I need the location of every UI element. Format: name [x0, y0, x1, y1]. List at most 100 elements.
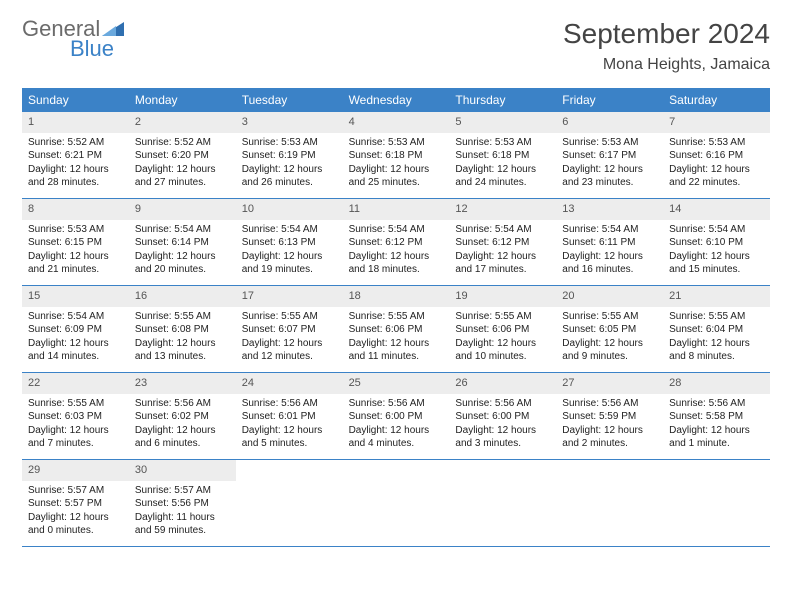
sunrise-line: Sunrise: 5:56 AM — [562, 397, 657, 411]
day-number: 29 — [22, 460, 129, 481]
day-number: 19 — [449, 286, 556, 307]
day-cell: 21Sunrise: 5:55 AMSunset: 6:04 PMDayligh… — [663, 286, 770, 372]
day-number: 20 — [556, 286, 663, 307]
week-row: 1Sunrise: 5:52 AMSunset: 6:21 PMDaylight… — [22, 112, 770, 199]
day-body: Sunrise: 5:54 AMSunset: 6:10 PMDaylight:… — [663, 220, 770, 283]
day-cell: 3Sunrise: 5:53 AMSunset: 6:19 PMDaylight… — [236, 112, 343, 198]
day-cell: 10Sunrise: 5:54 AMSunset: 6:13 PMDayligh… — [236, 199, 343, 285]
sunrise-line: Sunrise: 5:56 AM — [349, 397, 444, 411]
logo: General Blue — [22, 18, 124, 62]
day-cell: 7Sunrise: 5:53 AMSunset: 6:16 PMDaylight… — [663, 112, 770, 198]
day-cell: 27Sunrise: 5:56 AMSunset: 5:59 PMDayligh… — [556, 373, 663, 459]
day-body: Sunrise: 5:54 AMSunset: 6:12 PMDaylight:… — [343, 220, 450, 283]
month-title: September 2024 — [563, 18, 770, 50]
day-body: Sunrise: 5:52 AMSunset: 6:21 PMDaylight:… — [22, 133, 129, 196]
day-cell: 25Sunrise: 5:56 AMSunset: 6:00 PMDayligh… — [343, 373, 450, 459]
day-cell: 5Sunrise: 5:53 AMSunset: 6:18 PMDaylight… — [449, 112, 556, 198]
day-number: 16 — [129, 286, 236, 307]
day-number: 27 — [556, 373, 663, 394]
sunrise-line: Sunrise: 5:55 AM — [349, 310, 444, 324]
day-number: 3 — [236, 112, 343, 133]
sunset-line: Sunset: 6:18 PM — [455, 149, 550, 163]
day-body: Sunrise: 5:55 AMSunset: 6:04 PMDaylight:… — [663, 307, 770, 370]
day-body: Sunrise: 5:55 AMSunset: 6:06 PMDaylight:… — [449, 307, 556, 370]
day-number: 4 — [343, 112, 450, 133]
daylight-line: Daylight: 12 hours and 1 minute. — [669, 424, 764, 451]
daylight-line: Daylight: 12 hours and 8 minutes. — [669, 337, 764, 364]
weekday-tuesday: Tuesday — [236, 88, 343, 112]
sunrise-line: Sunrise: 5:54 AM — [669, 223, 764, 237]
daylight-line: Daylight: 12 hours and 22 minutes. — [669, 163, 764, 190]
day-body: Sunrise: 5:55 AMSunset: 6:08 PMDaylight:… — [129, 307, 236, 370]
day-number: 7 — [663, 112, 770, 133]
weekday-thursday: Thursday — [449, 88, 556, 112]
logo-text-blue: Blue — [70, 36, 124, 62]
sunrise-line: Sunrise: 5:53 AM — [28, 223, 123, 237]
day-body: Sunrise: 5:54 AMSunset: 6:12 PMDaylight:… — [449, 220, 556, 283]
sunrise-line: Sunrise: 5:53 AM — [455, 136, 550, 150]
daylight-line: Daylight: 12 hours and 19 minutes. — [242, 250, 337, 277]
day-number: 25 — [343, 373, 450, 394]
sunset-line: Sunset: 6:12 PM — [349, 236, 444, 250]
day-number: 5 — [449, 112, 556, 133]
sunrise-line: Sunrise: 5:57 AM — [135, 484, 230, 498]
day-cell: 6Sunrise: 5:53 AMSunset: 6:17 PMDaylight… — [556, 112, 663, 198]
weekday-friday: Friday — [556, 88, 663, 112]
day-body: Sunrise: 5:52 AMSunset: 6:20 PMDaylight:… — [129, 133, 236, 196]
sunset-line: Sunset: 6:15 PM — [28, 236, 123, 250]
sunrise-line: Sunrise: 5:54 AM — [455, 223, 550, 237]
day-body: Sunrise: 5:53 AMSunset: 6:18 PMDaylight:… — [343, 133, 450, 196]
sunrise-line: Sunrise: 5:56 AM — [455, 397, 550, 411]
sunset-line: Sunset: 5:59 PM — [562, 410, 657, 424]
week-row: 29Sunrise: 5:57 AMSunset: 5:57 PMDayligh… — [22, 460, 770, 547]
sunset-line: Sunset: 6:10 PM — [669, 236, 764, 250]
day-number: 18 — [343, 286, 450, 307]
daylight-line: Daylight: 12 hours and 14 minutes. — [28, 337, 123, 364]
daylight-line: Daylight: 12 hours and 4 minutes. — [349, 424, 444, 451]
day-cell: 17Sunrise: 5:55 AMSunset: 6:07 PMDayligh… — [236, 286, 343, 372]
day-body: Sunrise: 5:55 AMSunset: 6:06 PMDaylight:… — [343, 307, 450, 370]
day-cell: 16Sunrise: 5:55 AMSunset: 6:08 PMDayligh… — [129, 286, 236, 372]
sunset-line: Sunset: 6:21 PM — [28, 149, 123, 163]
day-number: 6 — [556, 112, 663, 133]
sunrise-line: Sunrise: 5:52 AM — [28, 136, 123, 150]
sunrise-line: Sunrise: 5:55 AM — [562, 310, 657, 324]
day-cell: 29Sunrise: 5:57 AMSunset: 5:57 PMDayligh… — [22, 460, 129, 546]
daylight-line: Daylight: 12 hours and 5 minutes. — [242, 424, 337, 451]
sunrise-line: Sunrise: 5:55 AM — [669, 310, 764, 324]
daylight-line: Daylight: 12 hours and 25 minutes. — [349, 163, 444, 190]
day-number: 26 — [449, 373, 556, 394]
day-body: Sunrise: 5:56 AMSunset: 6:00 PMDaylight:… — [449, 394, 556, 457]
day-body: Sunrise: 5:55 AMSunset: 6:03 PMDaylight:… — [22, 394, 129, 457]
daylight-line: Daylight: 12 hours and 18 minutes. — [349, 250, 444, 277]
sunset-line: Sunset: 6:04 PM — [669, 323, 764, 337]
day-cell: 9Sunrise: 5:54 AMSunset: 6:14 PMDaylight… — [129, 199, 236, 285]
daylight-line: Daylight: 12 hours and 20 minutes. — [135, 250, 230, 277]
day-cell: 19Sunrise: 5:55 AMSunset: 6:06 PMDayligh… — [449, 286, 556, 372]
sunrise-line: Sunrise: 5:53 AM — [349, 136, 444, 150]
day-body: Sunrise: 5:56 AMSunset: 6:01 PMDaylight:… — [236, 394, 343, 457]
sunrise-line: Sunrise: 5:55 AM — [242, 310, 337, 324]
sunset-line: Sunset: 6:01 PM — [242, 410, 337, 424]
sunrise-line: Sunrise: 5:55 AM — [28, 397, 123, 411]
sunrise-line: Sunrise: 5:55 AM — [135, 310, 230, 324]
location-text: Mona Heights, Jamaica — [563, 56, 770, 74]
sunrise-line: Sunrise: 5:53 AM — [242, 136, 337, 150]
day-cell: 23Sunrise: 5:56 AMSunset: 6:02 PMDayligh… — [129, 373, 236, 459]
day-cell: 26Sunrise: 5:56 AMSunset: 6:00 PMDayligh… — [449, 373, 556, 459]
sunrise-line: Sunrise: 5:54 AM — [135, 223, 230, 237]
sunset-line: Sunset: 5:58 PM — [669, 410, 764, 424]
day-cell: 11Sunrise: 5:54 AMSunset: 6:12 PMDayligh… — [343, 199, 450, 285]
day-number: 21 — [663, 286, 770, 307]
sunrise-line: Sunrise: 5:53 AM — [669, 136, 764, 150]
day-number: 17 — [236, 286, 343, 307]
day-cell: 28Sunrise: 5:56 AMSunset: 5:58 PMDayligh… — [663, 373, 770, 459]
day-cell: 30Sunrise: 5:57 AMSunset: 5:56 PMDayligh… — [129, 460, 236, 546]
daylight-line: Daylight: 12 hours and 7 minutes. — [28, 424, 123, 451]
daylight-line: Daylight: 12 hours and 9 minutes. — [562, 337, 657, 364]
day-number: 28 — [663, 373, 770, 394]
sunrise-line: Sunrise: 5:54 AM — [562, 223, 657, 237]
day-number: 14 — [663, 199, 770, 220]
week-row: 15Sunrise: 5:54 AMSunset: 6:09 PMDayligh… — [22, 286, 770, 373]
sunrise-line: Sunrise: 5:54 AM — [28, 310, 123, 324]
